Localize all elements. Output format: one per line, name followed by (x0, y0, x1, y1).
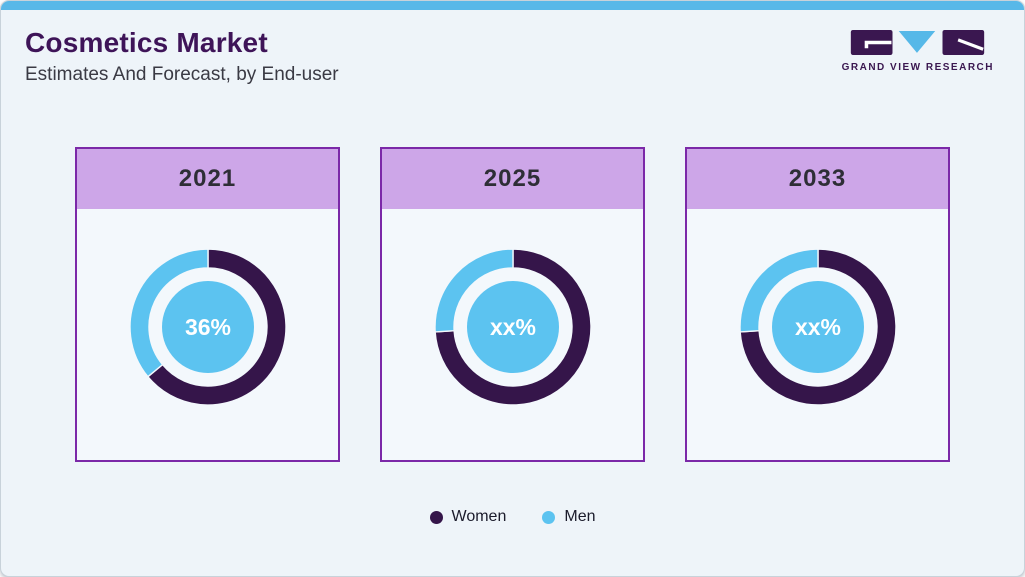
year-card-body: xx% (687, 209, 948, 412)
page-subtitle: Estimates And Forecast, by End-user (25, 64, 339, 85)
gvr-logo-text: GRAND VIEW RESEARCH (841, 62, 994, 73)
donut-center-circle (466, 281, 559, 373)
donut-slice-women (433, 248, 592, 406)
year-card-body: xx% (382, 209, 643, 412)
top-accent-bar (1, 1, 1024, 10)
header: Cosmetics Market Estimates And Forecast,… (1, 10, 1024, 86)
donut-chart: 36% (128, 248, 287, 406)
legend: Women Men (1, 508, 1024, 526)
donut-center-label: xx% (489, 314, 535, 340)
year-card: 2033 xx% (685, 147, 950, 462)
legend-dot-men (542, 510, 556, 524)
title-block: Cosmetics Market Estimates And Forecast,… (25, 26, 339, 86)
legend-item-men: Men (542, 508, 595, 526)
page-title: Cosmetics Market (25, 27, 268, 58)
donut-slice-men (738, 248, 819, 333)
year-card-body: 36% (77, 209, 338, 412)
donut-center-circle (771, 281, 864, 373)
legend-label: Men (564, 508, 596, 525)
charts-row: 2021 36% 2025 xx% 2033 xx% (1, 147, 1024, 462)
year-card: 2021 36% (75, 147, 340, 462)
legend-dot-women (429, 510, 443, 524)
donut-slice-women (146, 248, 287, 406)
gvr-logo-icon (851, 30, 985, 55)
year-card: 2025 xx% (380, 147, 645, 462)
donut-slice-women (738, 248, 897, 406)
donut-center-label: 36% (184, 314, 230, 340)
donut-chart: xx% (738, 248, 897, 406)
gvr-logo: GRAND VIEW RESEARCH (842, 26, 994, 73)
year-card-header: 2025 (382, 149, 643, 209)
legend-item-women: Women (429, 508, 507, 526)
legend-label: Women (451, 508, 507, 525)
donut-center-circle (161, 281, 254, 373)
donut-center-label: xx% (794, 314, 840, 340)
donut-slice-men (433, 248, 514, 333)
year-card-header: 2033 (687, 149, 948, 209)
donut-slice-men (128, 248, 209, 378)
donut-chart: xx% (433, 248, 592, 406)
year-card-header: 2021 (77, 149, 338, 209)
